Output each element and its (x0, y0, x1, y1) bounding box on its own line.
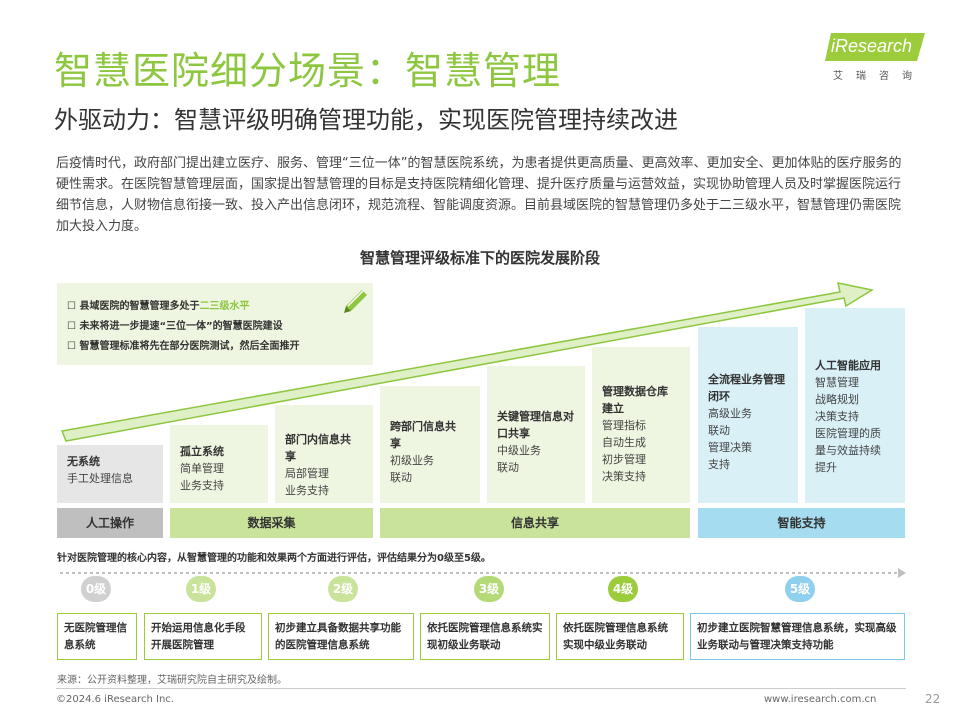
stage-line: 局部管理 (285, 467, 329, 480)
level-badge: 5级 (785, 576, 815, 602)
stage-line: 联动 (390, 471, 412, 484)
stage-line: 手工处理信息 (67, 472, 133, 485)
page-title: 智慧医院细分场景：智慧管理 (54, 49, 562, 93)
stage-block: 全流程业务管理闭环 高级业务 联动 管理决策 支持 (698, 327, 798, 503)
stage-line: 管理指标 (602, 419, 646, 432)
stage-line: 智慧管理 (815, 376, 859, 389)
stage-line: 提升 (815, 461, 837, 474)
stage-title: 无系统 (67, 455, 100, 468)
level-description: 依托医院管理信息系统实现初级业务联动 (420, 613, 550, 660)
source-note: 来源：公开资料整理，艾瑞研究院自主研究及绘制。 (57, 675, 287, 686)
stage-line: 医院管理的质 (815, 427, 881, 440)
stage-block: 关键管理信息对口共享 中级业务 联动 (487, 366, 585, 503)
level-badge: 4级 (608, 576, 638, 602)
level-badge: 3级 (474, 576, 504, 602)
page-number: 22 (925, 692, 941, 706)
logo-badge (825, 33, 925, 61)
callout-item: ☐ 县域医院的智慧管理多处于二三级水平 (67, 301, 250, 312)
stage-line: 中级业务 (497, 444, 541, 457)
stage-line: 量与效益持续 (815, 444, 881, 457)
stage-line: 简单管理 (180, 462, 224, 475)
stage-title: 管理数据仓库建立 (602, 385, 668, 415)
logo-subtext: 艾瑞咨询 (833, 71, 925, 82)
stage-line: 业务支持 (285, 484, 329, 497)
level-timeline (60, 568, 906, 578)
iresearch-logo: iResearch 艾瑞咨询 (825, 33, 935, 85)
callout-item: ☐ 未来将进一步提速“三位一体”的智慧医院建设 (67, 321, 283, 332)
stage-line: 战略规划 (815, 393, 859, 406)
stage-line: 联动 (708, 424, 730, 437)
stage-title: 孤立系统 (180, 445, 224, 458)
stage-line: 高级业务 (708, 407, 752, 420)
stage-line: 支持 (708, 458, 730, 471)
level-description: 依托医院管理信息系统实现中级业务联动 (556, 613, 684, 660)
stage-block: 管理数据仓库建立 管理指标 自动生成 初步管理 决策支持 (592, 347, 690, 503)
stage-line: 联动 (497, 461, 519, 474)
stage-block: 跨部门信息共享 初级业务 联动 (380, 386, 480, 503)
stage-line: 初级业务 (390, 454, 434, 467)
level-description: 无医院管理信息系统 (57, 613, 137, 660)
intro-paragraph: 后疫情时代，政府部门提出建立医疗、服务、管理“三位一体”的智慧医院系统，为患者提… (56, 156, 902, 234)
stage-title: 部门内信息共享 (285, 433, 351, 463)
category-data-collection: 数据采集 (170, 508, 373, 538)
stage-line: 自动生成 (602, 436, 646, 449)
category-info-sharing: 信息共享 (380, 508, 690, 538)
pencil-icon (344, 290, 367, 313)
stage-line: 决策支持 (602, 470, 646, 483)
level-description: 初步建立医院智慧管理信息系统，实现高级业务联动与管理决策支持功能 (690, 613, 905, 660)
stage-line: 初步管理 (602, 453, 646, 466)
level-badge: 0级 (81, 576, 111, 602)
level-description: 初步建立具备数据共享功能的医院管理信息系统 (268, 613, 414, 660)
page-subtitle: 外驱动力：智慧评级明确管理功能，实现医院管理持续改进 (54, 106, 678, 134)
diagram-title: 智慧管理评级标准下的医院发展阶段 (359, 249, 600, 267)
stage-line: 业务支持 (180, 479, 224, 492)
website-link[interactable]: www.iresearch.com.cn (764, 694, 877, 705)
level-badge: 1级 (186, 576, 216, 602)
category-intelligent-support: 智能支持 (698, 508, 905, 538)
stage-block: 无系统 手工处理信息 (57, 445, 163, 503)
category-manual: 人工操作 (57, 508, 163, 538)
level-description: 开始运用信息化手段开展医院管理 (144, 613, 262, 660)
assessment-note: 针对医院管理的核心内容，从智慧管理的功能和效果两个方面进行评估，评估结果分为0级… (57, 553, 491, 564)
checkbox-icon: ☐ (67, 341, 80, 352)
level-badge: 2级 (328, 576, 358, 602)
stage-title: 关键管理信息对口共享 (497, 410, 574, 440)
callout-item: ☐ 智慧管理标准将先在部分医院测试，然后全面推开 (67, 341, 300, 352)
checkbox-icon: ☐ (67, 301, 80, 312)
stage-block: 部门内信息共享 局部管理 业务支持 (275, 405, 373, 503)
stage-line: 管理决策 (708, 441, 752, 454)
logo-text: iResearch (831, 36, 913, 56)
stage-line: 决策支持 (815, 410, 859, 423)
stage-title: 跨部门信息共享 (390, 420, 456, 450)
stage-title: 人工智能应用 (815, 359, 881, 372)
stage-title: 全流程业务管理闭环 (708, 373, 785, 403)
stage-block: 人工智能应用 智慧管理 战略规划 决策支持 医院管理的质 量与效益持续 提升 (805, 308, 905, 503)
footer-divider (56, 688, 906, 689)
stage-block: 孤立系统 简单管理 业务支持 (170, 425, 268, 503)
callout-box: ☐ 县域医院的智慧管理多处于二三级水平 ☐ 未来将进一步提速“三位一体”的智慧医… (57, 283, 373, 365)
checkbox-icon: ☐ (67, 321, 80, 332)
copyright: ©2024.6 iResearch Inc. (56, 694, 174, 705)
